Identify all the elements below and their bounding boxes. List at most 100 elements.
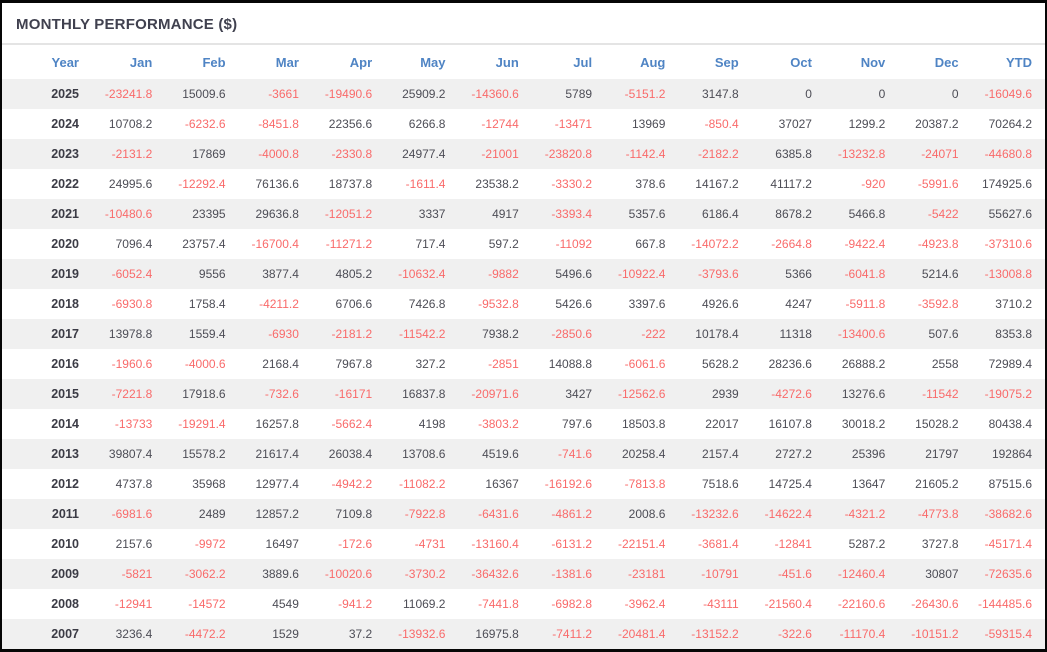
feb-value-cell: -4472.2 (184, 627, 226, 641)
ytd-value-cell: 3710.2 (995, 297, 1032, 311)
table-row-2019: 2019 -6052.4 9556 3877.4 4805.2 -10632.4 -9882… (2, 259, 1045, 289)
oct-value-cell: 37027 (778, 117, 812, 131)
ytd-value-cell: -44680.8 (984, 147, 1032, 161)
nov-value-cell: -6041.8 (844, 267, 886, 281)
feb-value-cell: -9972 (194, 537, 226, 551)
sep-value-cell: 7518.6 (701, 477, 739, 491)
dec-value-cell: 507.6 (928, 327, 959, 341)
jul-value-cell: -3393.4 (551, 207, 593, 221)
ytd-value-cell: 70264.2 (988, 117, 1032, 131)
nov-value-cell: -4321.2 (844, 507, 886, 521)
mar-value-cell: 4549 (272, 597, 299, 611)
year-cell: 2023 (51, 147, 79, 161)
table-row-2010: 2010 2157.6 -9972 16497 -172.6 -4731 -13160.4 -… (2, 529, 1045, 559)
year-cell: 2015 (51, 387, 79, 401)
jun-value-cell: -3803.2 (478, 417, 519, 431)
widget-title-bar: MONTHLY PERFORMANCE ($) (2, 3, 1045, 45)
jun-value-cell: -36432.6 (471, 567, 519, 581)
mar-value-cell: 2168.4 (262, 357, 299, 371)
aug-value-cell: -23181 (628, 567, 666, 581)
nov-value-cell: 26888.2 (841, 357, 886, 371)
oct-value-cell: 2727.2 (775, 447, 812, 461)
may-value-cell: 13708.6 (402, 447, 446, 461)
jan-value-cell: -2131.2 (111, 147, 153, 161)
may-value-cell: 25909.2 (402, 87, 446, 101)
jul-value-cell: -23820.8 (544, 147, 593, 161)
may-value-cell: 3337 (418, 207, 446, 221)
ytd-value-cell: 80438.4 (988, 417, 1032, 431)
oct-value-cell: -322.6 (777, 627, 812, 641)
sep-value-cell: 6186.4 (701, 207, 739, 221)
mar-value-cell: 3889.6 (262, 567, 299, 581)
mar-value-cell: 1529 (272, 627, 299, 641)
jul-value-cell: -2850.6 (551, 327, 593, 341)
jan-value-cell: -10480.6 (104, 207, 153, 221)
ytd-value-cell: -19075.2 (984, 387, 1032, 401)
feb-value-cell: -4000.6 (184, 357, 226, 371)
aug-value-cell: 667.8 (635, 237, 666, 251)
jan-value-cell: -12941 (114, 597, 153, 611)
aug-value-cell: -10922.4 (618, 267, 666, 281)
column-header-feb: Feb (165, 45, 239, 79)
aug-value-cell: 18503.8 (621, 417, 666, 431)
oct-value-cell: -4272.6 (771, 387, 812, 401)
mar-value-cell: 3877.4 (262, 267, 299, 281)
feb-value-cell: 1559.4 (188, 327, 226, 341)
may-value-cell: 327.2 (415, 357, 446, 371)
may-value-cell: 11069.2 (402, 597, 446, 611)
may-value-cell: 7426.8 (408, 297, 446, 311)
dec-value-cell: 20387.2 (915, 117, 959, 131)
apr-value-cell: 4805.2 (335, 267, 373, 281)
year-cell: 2009 (51, 567, 79, 581)
year-cell: 2018 (51, 297, 79, 311)
column-header-ytd: YTD (971, 45, 1045, 79)
nov-value-cell: 5287.2 (848, 537, 886, 551)
mar-value-cell: 16497 (265, 537, 299, 551)
mar-value-cell: 76136.6 (255, 177, 299, 191)
mar-value-cell: -16700.4 (251, 237, 299, 251)
table-row-2007: 2007 3236.4 -4472.2 1529 37.2 -13932.6 16975.8… (2, 619, 1045, 649)
jun-value-cell: -21001 (481, 147, 519, 161)
jan-value-cell: 7096.4 (115, 237, 153, 251)
dec-value-cell: -4923.8 (917, 237, 959, 251)
sep-value-cell: -850.4 (704, 117, 739, 131)
sep-value-cell: -13152.2 (691, 627, 739, 641)
jul-value-cell: -1381.6 (551, 567, 593, 581)
jul-value-cell: -11092 (555, 237, 593, 251)
jul-value-cell: 5426.6 (555, 297, 593, 311)
oct-value-cell: 41117.2 (770, 177, 812, 191)
may-value-cell: -11082.2 (399, 477, 446, 491)
sep-value-cell: -10791 (701, 567, 739, 581)
aug-value-cell: 2008.6 (628, 507, 666, 521)
column-header-mar: Mar (238, 45, 312, 79)
aug-value-cell: -6061.6 (624, 357, 666, 371)
jan-value-cell: -1960.6 (111, 357, 153, 371)
jul-value-cell: 5789 (565, 87, 593, 101)
nov-value-cell: -22160.6 (837, 597, 886, 611)
sep-value-cell: -13232.6 (691, 507, 739, 521)
column-header-nov: Nov (824, 45, 899, 79)
table-row-2016: 2016 -1960.6 -4000.6 2168.4 7967.8 327.2 -2851… (2, 349, 1045, 379)
oct-value-cell: 5366 (785, 267, 812, 281)
mar-value-cell: 12857.2 (255, 507, 299, 521)
dec-value-cell: 30807 (925, 567, 959, 581)
nov-value-cell: 30018.2 (841, 417, 886, 431)
may-value-cell: 717.4 (415, 237, 446, 251)
jun-value-cell: 597.2 (488, 237, 519, 251)
oct-value-cell: -2664.8 (771, 237, 812, 251)
column-header-year: Year (2, 45, 92, 79)
aug-value-cell: -12562.6 (618, 387, 666, 401)
year-cell: 2022 (51, 177, 79, 191)
may-value-cell: -13932.6 (398, 627, 446, 641)
jan-value-cell: 2157.6 (115, 537, 153, 551)
nov-value-cell: 5466.8 (848, 207, 886, 221)
jun-value-cell: -6431.6 (478, 507, 519, 521)
aug-value-cell: 3397.6 (628, 297, 666, 311)
table-row-2025: 2025 -23241.8 15009.6 -3661 -19490.6 25909.2 -… (2, 79, 1045, 109)
jan-value-cell: -6052.4 (111, 267, 153, 281)
aug-value-cell: -1142.4 (625, 147, 666, 161)
jul-value-cell: -4861.2 (551, 507, 593, 521)
table-row-2021: 2021 -10480.6 23395 29636.8 -12051.2 3337 4917… (2, 199, 1045, 229)
feb-value-cell: -14572 (188, 597, 226, 611)
